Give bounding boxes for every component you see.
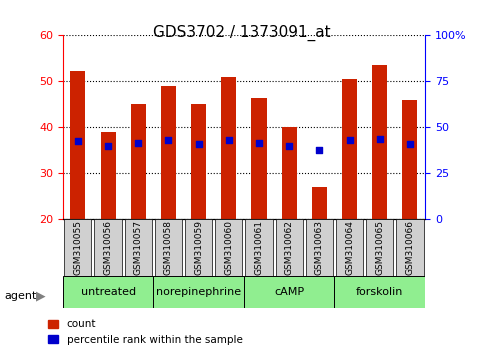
FancyBboxPatch shape — [397, 219, 424, 276]
Bar — [252, 97, 267, 219]
Bar — [402, 100, 417, 219]
Bar — [342, 79, 357, 219]
Text: GSM310063: GSM310063 — [315, 220, 324, 275]
Text: ▶: ▶ — [36, 289, 46, 302]
Text: GSM310064: GSM310064 — [345, 220, 354, 275]
Point — [195, 141, 202, 147]
Point — [104, 143, 112, 149]
Point — [165, 137, 172, 143]
Bar — [131, 104, 146, 219]
Text: GSM310059: GSM310059 — [194, 220, 203, 275]
Point — [315, 147, 323, 152]
Text: untreated: untreated — [81, 287, 136, 297]
FancyBboxPatch shape — [276, 219, 303, 276]
Text: GSM310065: GSM310065 — [375, 220, 384, 275]
Text: norepinephrine: norepinephrine — [156, 287, 241, 297]
Text: GSM310060: GSM310060 — [224, 220, 233, 275]
Point — [74, 138, 82, 144]
Text: GSM310055: GSM310055 — [73, 220, 83, 275]
Point — [346, 137, 354, 143]
Bar — [100, 132, 115, 219]
FancyBboxPatch shape — [306, 219, 333, 276]
Text: forskolin: forskolin — [356, 287, 403, 297]
Point — [225, 137, 233, 143]
Bar — [282, 127, 297, 219]
Point — [376, 137, 384, 142]
Bar — [312, 187, 327, 219]
Bar — [191, 104, 206, 219]
Point — [285, 143, 293, 149]
Text: cAMP: cAMP — [274, 287, 304, 297]
FancyBboxPatch shape — [63, 276, 154, 308]
Text: GSM310066: GSM310066 — [405, 220, 414, 275]
Text: GSM310058: GSM310058 — [164, 220, 173, 275]
Text: GSM310056: GSM310056 — [103, 220, 113, 275]
Text: GDS3702 / 1373091_at: GDS3702 / 1373091_at — [153, 25, 330, 41]
Text: GSM310057: GSM310057 — [134, 220, 143, 275]
Text: GSM310061: GSM310061 — [255, 220, 264, 275]
FancyBboxPatch shape — [64, 219, 91, 276]
FancyBboxPatch shape — [154, 276, 244, 308]
FancyBboxPatch shape — [215, 219, 242, 276]
FancyBboxPatch shape — [95, 219, 122, 276]
FancyBboxPatch shape — [155, 219, 182, 276]
FancyBboxPatch shape — [336, 219, 363, 276]
FancyBboxPatch shape — [245, 219, 272, 276]
Bar — [71, 71, 85, 219]
FancyBboxPatch shape — [366, 219, 393, 276]
Text: agent: agent — [5, 291, 37, 301]
FancyBboxPatch shape — [125, 219, 152, 276]
FancyBboxPatch shape — [185, 219, 212, 276]
Bar — [372, 65, 387, 219]
Point — [406, 141, 414, 147]
FancyBboxPatch shape — [244, 276, 334, 308]
Legend: count, percentile rank within the sample: count, percentile rank within the sample — [44, 315, 247, 349]
Bar — [161, 86, 176, 219]
Point — [255, 140, 263, 146]
FancyBboxPatch shape — [334, 276, 425, 308]
Point — [134, 140, 142, 146]
Bar — [221, 77, 236, 219]
Text: GSM310062: GSM310062 — [284, 220, 294, 275]
